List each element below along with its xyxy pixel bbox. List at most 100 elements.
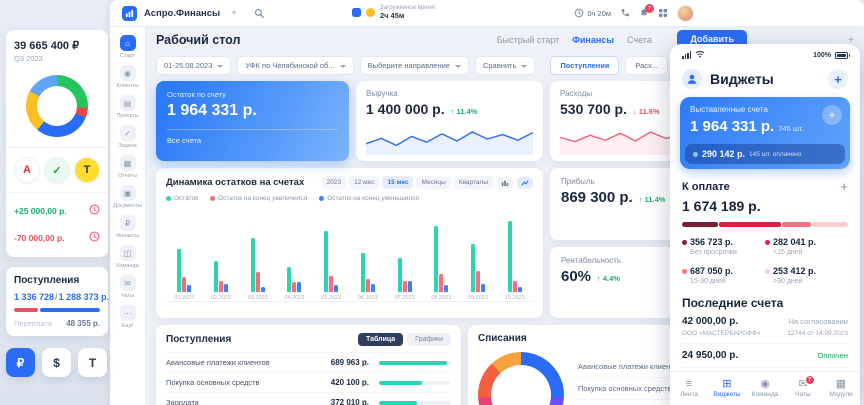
integration-icon-yellow [365, 8, 375, 18]
pending-clock-icon [89, 202, 100, 220]
bank-account-icon[interactable]: Т [75, 158, 99, 182]
chart-range-button[interactable]: 12 мес [349, 176, 380, 189]
new-tab-button[interactable]: + [231, 7, 237, 19]
bank-account-icon[interactable]: А [15, 158, 39, 182]
receipts-table-title: Поступления [166, 334, 232, 345]
chart-range-button[interactable]: 2023 [321, 176, 347, 189]
chart-type-line-icon[interactable] [517, 176, 533, 189]
all-accounts-link[interactable]: Все счета [167, 136, 202, 145]
sidebar-item[interactable]: ⌂ Старт [111, 32, 145, 62]
overpay-value: 48 355 р. [66, 319, 100, 328]
dynamics-title: Динамика остатков на счетах [166, 177, 305, 188]
page-tab[interactable]: Счета [627, 35, 652, 45]
sidebar-item[interactable]: ⋯ Ещё [111, 302, 145, 332]
aging-value: 687 050 р. [690, 266, 734, 276]
app-sidebar: ⌂ Старт ◉ Клиенты ▤ Проекты ✓ Задачи [110, 27, 146, 405]
accounts-summary-card: 39 665 400 ₽ Q3 2023 А ✓ Т +25 000,00 р. [6, 30, 108, 257]
filter-select[interactable]: Выберите направление [359, 56, 469, 75]
view-toggle-button[interactable]: Таблица [357, 333, 404, 346]
quick-action-button[interactable]: Расх... [625, 56, 668, 75]
bottom-nav-item[interactable]: ◉ Команда [746, 372, 784, 405]
quick-action-button[interactable]: Поступления [550, 56, 620, 75]
invoice-org: ООО «МАСТЕРБАРОФФ» [682, 330, 761, 337]
sidebar-item[interactable]: ◫ Команда [111, 242, 145, 272]
receipts-row[interactable]: Авансовые платежи клиентов 689 963 р. [166, 352, 451, 372]
writeoffs-row[interactable]: Авансовые платежи клиентов [578, 356, 726, 378]
add-tab-button[interactable]: + [848, 34, 854, 46]
invoices-paid-strip: 290 142 р. 145 шт. оплачено [685, 144, 845, 164]
receipts-total: 1 288 373 р. [58, 292, 110, 302]
add-button[interactable]: Добавить [677, 30, 747, 48]
view-toggle-button[interactable]: Графики [407, 333, 451, 346]
aging-label: Без просрочки [690, 249, 737, 256]
sidebar-item[interactable]: ₽ Финансы [111, 212, 145, 242]
nav-item-label: Модули [829, 391, 853, 398]
chart-range-button[interactable]: Кварталы [453, 176, 493, 189]
recent-invoices-title: Последние счета [682, 296, 784, 310]
aging-value: 282 041 р. [773, 237, 817, 247]
sidebar-item[interactable]: ▦ Отчеты [111, 152, 145, 182]
receipts-row[interactable]: Зарплата 372 010 р. [166, 392, 451, 405]
add-widget-button[interactable]: + [828, 69, 848, 89]
revenue-card: Выручка 1 400 000 р. ↑ 11.4% [356, 81, 543, 161]
divider [6, 147, 108, 148]
invoice-details: ООО «МАСТЕРБАРОФФ» 12744 от 14.09.2023 [682, 330, 848, 337]
issued-invoices-card[interactable]: Выставленные счета + 1 964 331 р. 746 шт… [680, 97, 850, 169]
writeoffs-donut-chart [478, 352, 564, 405]
sidebar-item[interactable]: ✓ Задачи [111, 122, 145, 152]
sidebar-item-icon: ◫ [119, 245, 136, 261]
filter-selects: 01-25.08.2023 УФК по Челябинской об... В… [156, 56, 536, 75]
legend-label: Остаток на конец увеличился [218, 195, 308, 202]
notifications-bell-icon[interactable]: 7 [639, 4, 654, 18]
writeoffs-row[interactable]: Покупка основных средств [578, 378, 726, 400]
recent-invoices-list: 42 000,00 р. На согласовании ООО «МАСТЕР… [682, 310, 848, 368]
bottom-nav-item[interactable]: ▦ Модули [822, 372, 860, 405]
page-header: Рабочий стол Быстрый старт Финансы Счета… [146, 27, 864, 53]
add-payment-button[interactable]: + [840, 179, 848, 194]
sidebar-item[interactable]: ▣ Документы [111, 182, 145, 212]
chart-range-button[interactable]: 15 мес [382, 176, 414, 189]
profitability-delta: ↑ 4.4% [597, 273, 620, 283]
chart-type-bar-icon[interactable] [497, 176, 513, 189]
invoice-row[interactable]: 42 000,00 р. На согласовании ООО «МАСТЕР… [682, 310, 848, 344]
app-title: Аспро.Финансы [144, 7, 221, 19]
sidebar-item-label: Отчеты [117, 173, 137, 179]
profitability-title: Рентабельность [561, 255, 622, 265]
receipts-progress-bar [14, 308, 100, 312]
receipts-row[interactable]: Покупка основных средств 420 100 р. [166, 372, 451, 392]
mobile-widgets-panel: 100% Виджеты + Выставленные счета + 1 96… [670, 44, 860, 405]
add-invoice-button[interactable]: + [822, 105, 842, 125]
sidebar-item-label: Клиенты [116, 83, 139, 89]
invoice-row[interactable]: 24 950,00 р. Оплачен [682, 344, 848, 368]
divider [6, 192, 108, 193]
integration-icon-blue [351, 8, 361, 18]
user-avatar[interactable] [677, 4, 694, 22]
bottom-nav-item[interactable]: ≡ Лента [670, 372, 708, 405]
nav-badge: 7 [804, 375, 815, 385]
middle-row: Динамика остатков на счетах 2023 12 мес … [156, 168, 860, 318]
sidebar-item-icon: ✓ [119, 125, 136, 141]
sidebar-item[interactable]: ▤ Проекты [111, 92, 145, 122]
timer-widget: 0ч 20м [574, 8, 611, 18]
sidebar-item[interactable]: ✉ Чаты [111, 272, 145, 302]
sidebar-item[interactable]: ◉ Клиенты [111, 62, 145, 92]
page-tab[interactable]: Быстрый старт [496, 35, 560, 45]
divider [167, 129, 338, 130]
user-avatar[interactable] [682, 69, 702, 89]
bottom-nav-item[interactable]: ⊞ Виджеты [708, 372, 746, 405]
phone-call-icon[interactable] [620, 8, 630, 18]
page-tab[interactable]: Финансы [572, 35, 615, 45]
currency-button[interactable]: ₽ [6, 348, 35, 377]
currency-button[interactable]: Т [78, 348, 107, 377]
filter-select[interactable]: Сравнить [474, 56, 536, 75]
chart-range-button[interactable]: Месяцы [416, 176, 451, 189]
currency-button[interactable]: $ [42, 348, 71, 377]
filter-select[interactable]: УФК по Челябинской об... [237, 56, 354, 75]
bottom-nav-item[interactable]: ✉ 7 Чаты [784, 372, 822, 405]
search-icon[interactable] [254, 8, 265, 19]
bank-account-icon[interactable]: ✓ [45, 158, 69, 182]
apps-grid-icon[interactable] [658, 8, 668, 18]
profit-delta: ↑ 11.4% [638, 195, 666, 204]
balance-value: 1 964 331 р. [167, 102, 257, 119]
filter-select[interactable]: 01-25.08.2023 [156, 56, 232, 75]
